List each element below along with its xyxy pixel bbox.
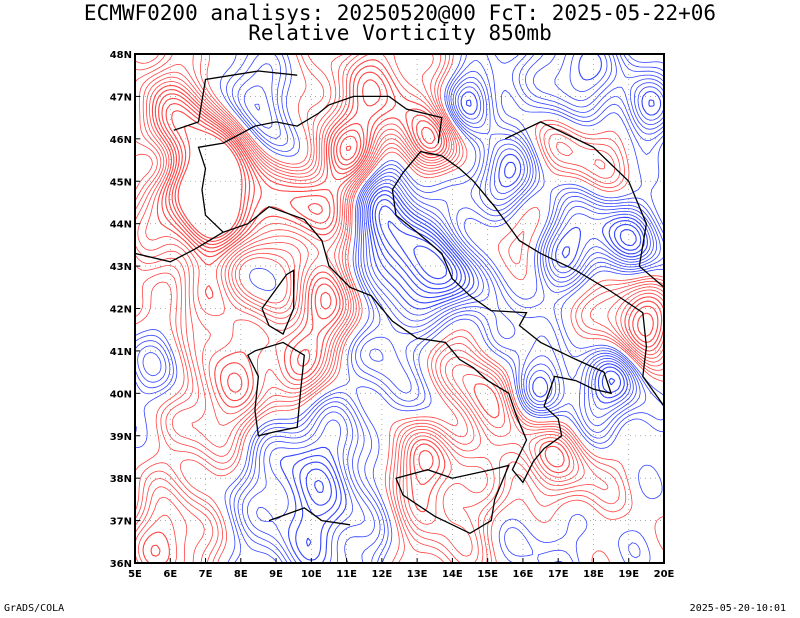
- map-title: ECMWF0200 analisys: 20250520@00 FcT: 202…: [83, 1, 717, 25]
- y-tick-label: 48N: [110, 50, 132, 61]
- sardinia: [247, 341, 305, 437]
- y-tick-label: 42N: [110, 305, 132, 316]
- generation-timestamp: 2025-05-20-10:01: [689, 603, 786, 614]
- france-coast: [135, 231, 224, 263]
- x-tick-label: 14E: [442, 569, 463, 580]
- x-tick-label: 17E: [548, 569, 569, 580]
- negative-vorticity-contour: [299, 194, 642, 547]
- y-tick-label: 39N: [110, 432, 132, 443]
- y-tick-label: 40N: [110, 389, 132, 400]
- x-tick-label: 19E: [618, 569, 639, 580]
- sicily: [395, 464, 510, 535]
- x-tick-label: 8E: [234, 569, 248, 580]
- negative-vorticity-contour: [247, 54, 664, 563]
- balkan-borders: [505, 121, 664, 288]
- latitude-axis: 36N 37N 38N 39N 40N 41N 42N 43N 44N 45N 46N 47N 48N: [110, 50, 140, 570]
- x-tick-label: 9E: [269, 569, 283, 580]
- negative-vorticity-contour: [135, 54, 664, 563]
- x-tick-label: 18E: [583, 569, 604, 580]
- y-tick-label: 44N: [110, 220, 132, 231]
- italy-peninsula: [222, 150, 613, 484]
- swiss-border: [173, 70, 298, 131]
- x-tick-label: 7E: [199, 569, 213, 580]
- x-tick-label: 5E: [128, 569, 142, 580]
- negative-vorticity-contour: [279, 54, 662, 563]
- x-tick-label: 20E: [654, 569, 675, 580]
- x-tick-label: 16E: [513, 569, 534, 580]
- software-credit: GrADS/COLA: [4, 603, 65, 614]
- corsica: [261, 269, 295, 335]
- y-tick-label: 41N: [110, 347, 132, 358]
- negative-vorticity-contour: [292, 99, 655, 561]
- negative-vorticity-contour: [135, 54, 664, 563]
- negative-vorticity-contour: [135, 54, 664, 563]
- y-tick-label: 37N: [110, 517, 132, 528]
- y-tick-label: 47N: [110, 92, 132, 103]
- y-tick-label: 43N: [110, 262, 132, 273]
- positive-vorticity-contour: [135, 54, 664, 563]
- longitude-axis: 5E 6E 7E 8E 9E 10E 11E 12E 13E 14E 15E 16E 17E 18E 19E…: [128, 558, 675, 580]
- y-tick-label: 45N: [110, 177, 132, 188]
- x-tick-label: 10E: [301, 569, 322, 580]
- positive-vorticity-contour: [165, 103, 436, 246]
- positive-vorticity-contour: [177, 125, 352, 239]
- x-tick-label: 12E: [371, 569, 392, 580]
- x-tick-label: 15E: [477, 569, 498, 580]
- adriatic-east: [441, 155, 664, 407]
- negative-vorticity-contour: [137, 54, 664, 563]
- positive-vorticity-contour: [135, 54, 664, 563]
- map-subtitle: Relative Vorticity 850mb: [248, 21, 552, 45]
- positive-vorticity-contour: [138, 54, 664, 563]
- y-tick-label: 36N: [110, 559, 132, 570]
- x-tick-label: 6E: [163, 569, 177, 580]
- positive-vorticity-contour: [135, 54, 664, 563]
- positive-vorticity-contour: [142, 59, 664, 563]
- x-tick-label: 11E: [336, 569, 357, 580]
- alps-border: [197, 95, 443, 233]
- negative-vorticity-contour: [256, 54, 664, 563]
- negative-vorticity-contour: [387, 220, 454, 285]
- negative-vorticity-contour: [305, 198, 637, 506]
- coastline-borders: [135, 70, 664, 535]
- y-tick-label: 38N: [110, 474, 132, 485]
- tunisia: [268, 507, 351, 526]
- x-tick-label: 13E: [407, 569, 428, 580]
- positive-vorticity-contour: [161, 79, 654, 337]
- positive-vorticity-contour: [135, 54, 664, 563]
- y-tick-label: 46N: [110, 135, 132, 146]
- negative-vorticity-contour: [142, 54, 664, 563]
